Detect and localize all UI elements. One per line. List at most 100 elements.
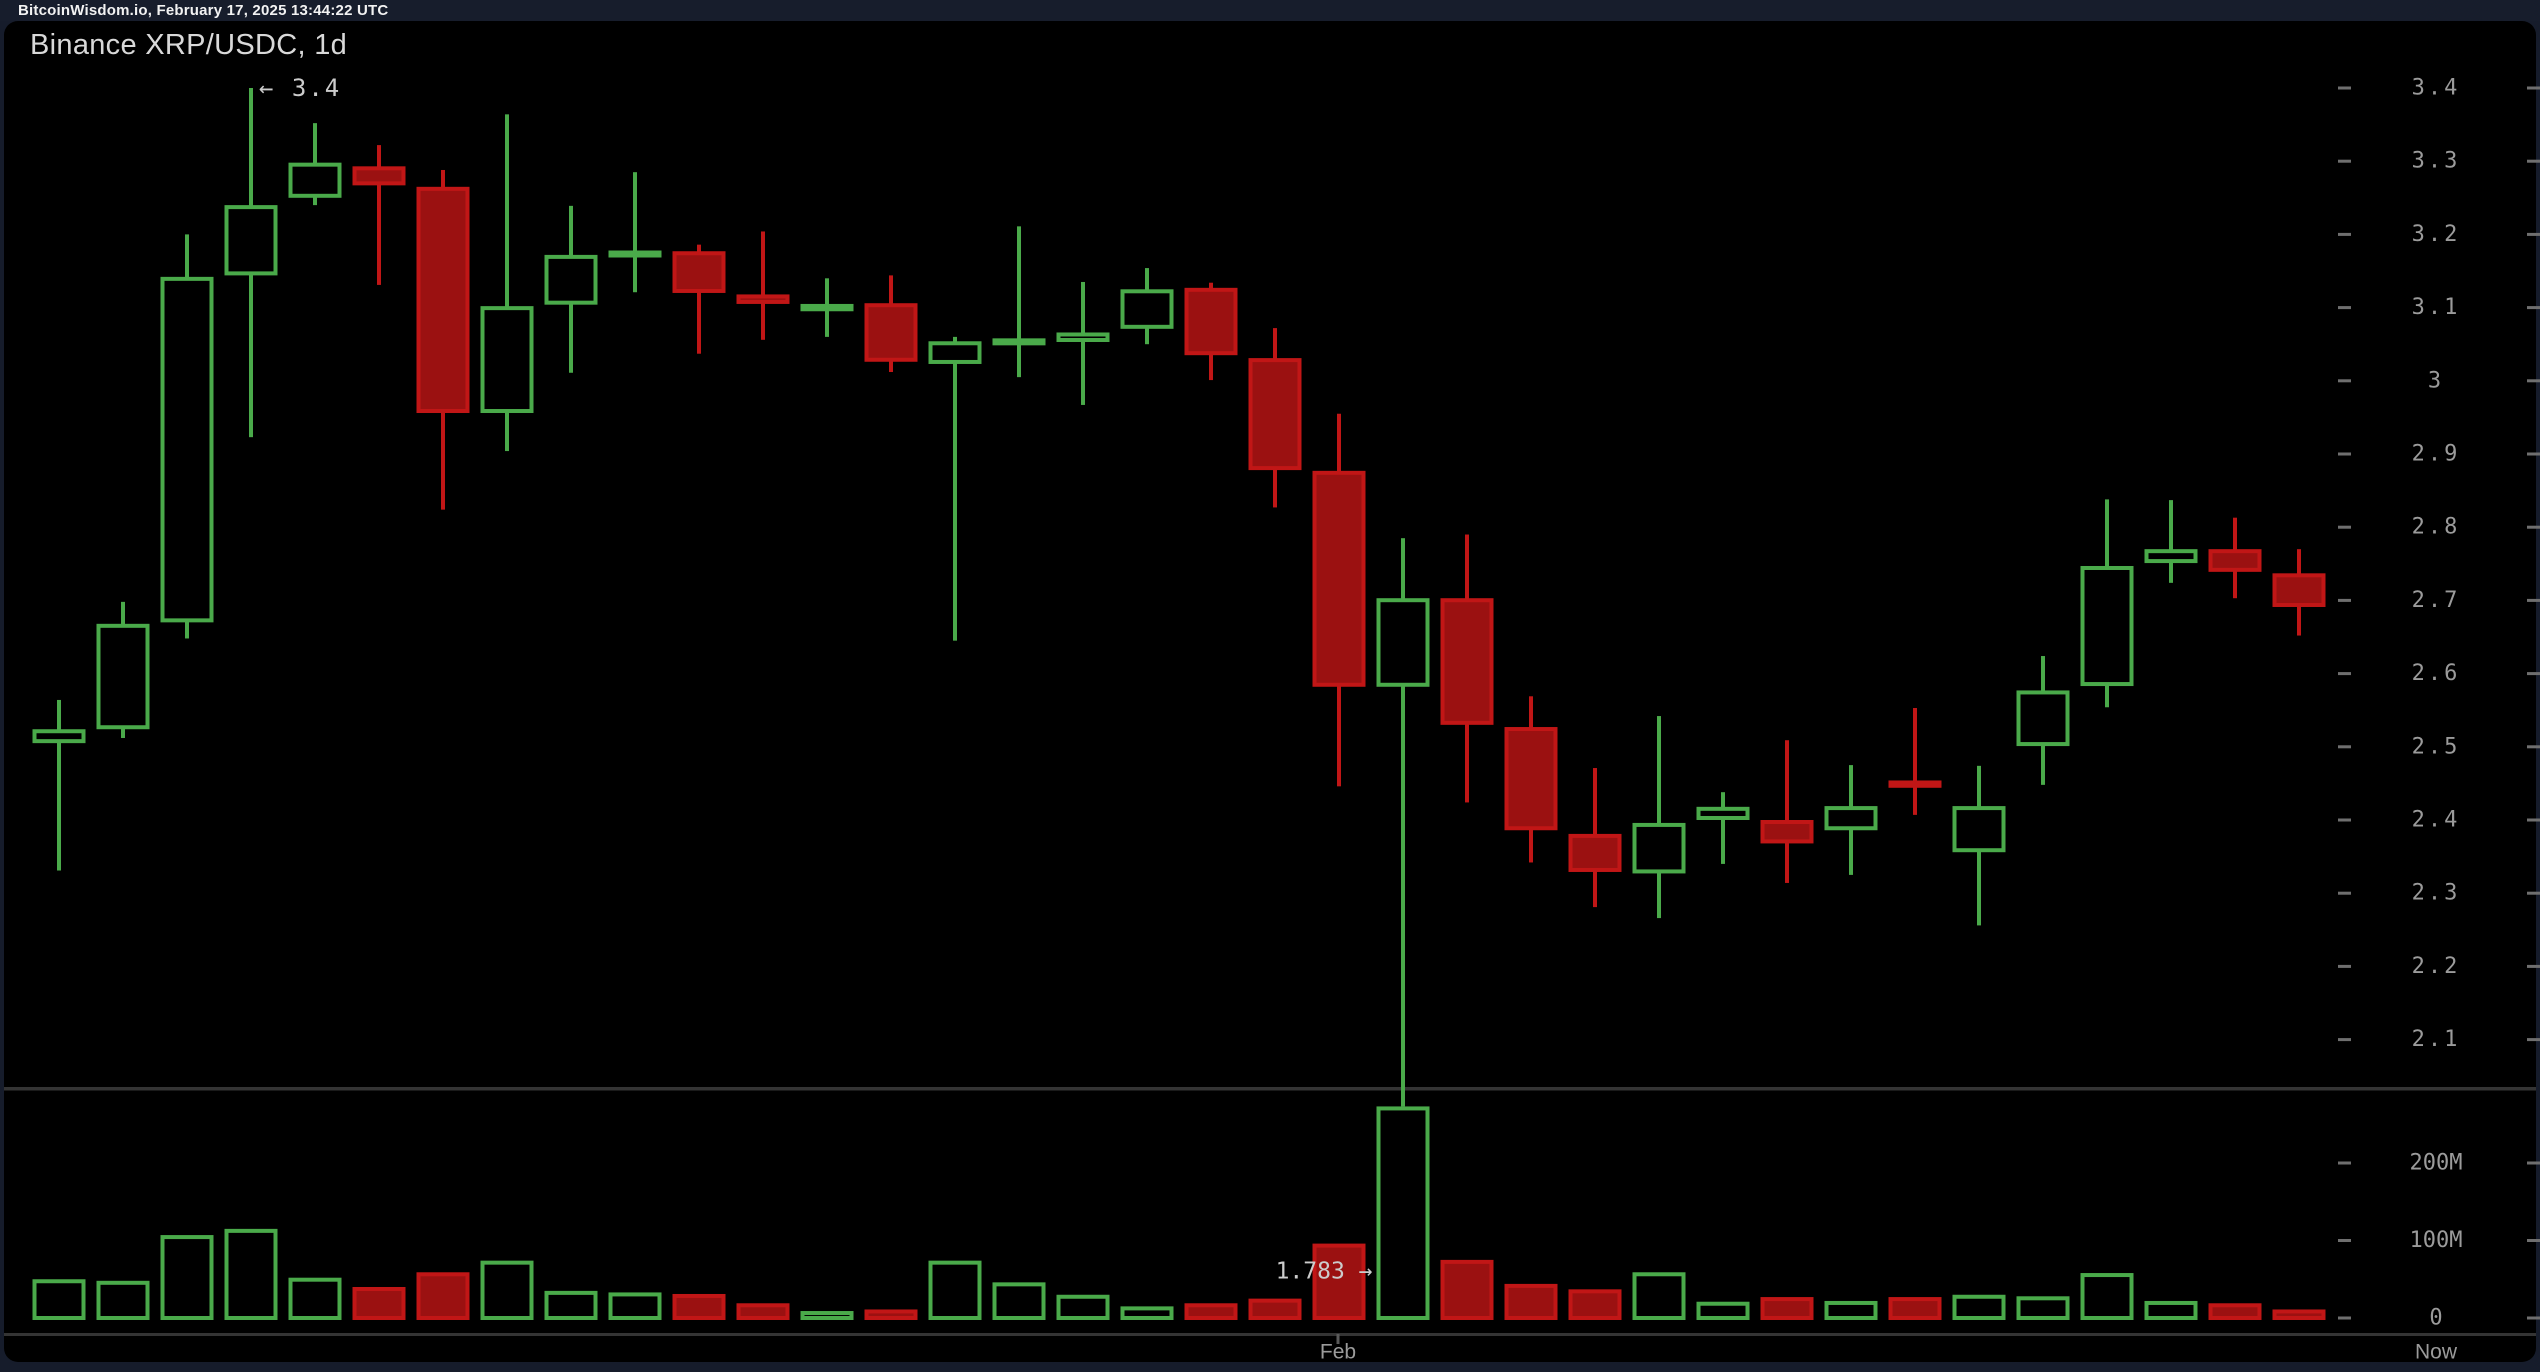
candle-body-up [608,250,662,258]
candle-body-up [480,306,534,414]
candle-body-up [1376,598,1430,687]
price-tick-left [2338,525,2351,529]
volume-tick-left [2338,1161,2351,1165]
volume-bar-up [1056,1294,1110,1320]
candle-wick-up [1081,281,1085,405]
candle-body-up [2016,690,2070,747]
high-annotation: ← 3.4 [259,74,341,102]
volume-axis-label: 0 [2429,1306,2442,1331]
candle-wick-up [1401,538,1405,1107]
volume-tick-right [2527,1316,2540,1320]
candle-body-up [32,729,86,744]
candle-body-down [1888,780,1942,788]
volume-bar-up [1632,1272,1686,1321]
pane-divider [4,1087,2536,1091]
price-axis-label: 3 [2428,368,2444,393]
candle-body-down [416,186,470,414]
price-axis-label: 3.2 [2412,222,2461,247]
candle-body-up [928,341,982,364]
candle-body-up [2080,565,2134,687]
candle-wick-up [1721,792,1725,864]
volume-bar-down [672,1293,726,1320]
price-tick-right [2527,232,2540,236]
price-tick-left [2338,379,2351,383]
candle-body-down [2272,573,2326,607]
volume-bar-up [224,1228,278,1320]
price-tick-left [2338,818,2351,822]
volume-tick-left [2338,1316,2351,1320]
volume-bar-up [1952,1294,2006,1320]
volume-bar-down [1568,1289,1622,1320]
volume-bar-up [32,1279,86,1320]
volume-bar-down [864,1309,918,1320]
volume-bar-down [736,1303,790,1321]
candle-body-down [2208,549,2262,572]
candle-body-up [224,205,278,276]
candle-body-up [1120,289,1174,329]
volume-bar-up [1376,1106,1430,1321]
volume-bar-up [992,1282,1046,1320]
volume-bar-up [480,1260,534,1321]
price-tick-left [2338,232,2351,236]
price-axis-label: 2.2 [2412,954,2461,979]
volume-bar-up [544,1290,598,1320]
candle-body-down [1568,833,1622,872]
price-axis-label: 2.3 [2412,881,2461,906]
candle-body-down [1312,470,1366,687]
candle-body-up [2144,549,2198,564]
candle-wick-down [1913,708,1917,815]
volume-bar-up [2144,1300,2198,1320]
candle-body-up [992,338,1046,346]
volume-bar-up [96,1280,150,1321]
volume-bar-down [2208,1303,2262,1321]
candle-body-up [96,623,150,730]
candle-body-down [352,166,406,186]
price-tick-left [2338,598,2351,602]
volume-bar-down [416,1272,470,1321]
price-tick-right [2527,891,2540,895]
candle-wick-down [761,231,765,340]
candle-wick-down [1785,740,1789,883]
price-tick-right [2527,379,2540,383]
volume-bar-down [2272,1309,2326,1320]
price-tick-left [2338,306,2351,310]
volume-bar-down [1184,1303,1238,1321]
low-annotation: 1.783 → [1276,1259,1373,1285]
price-axis-label: 2.4 [2412,808,2461,833]
volume-bar-down [1504,1283,1558,1321]
price-axis-label: 3.1 [2412,295,2461,320]
price-tick-right [2527,672,2540,676]
price-tick-left [2338,159,2351,163]
price-axis-label: 2.5 [2412,734,2461,759]
candle-wick-up [2169,500,2173,583]
candle-body-down [736,294,790,304]
price-tick-right [2527,306,2540,310]
now-label: Now [2415,1341,2458,1364]
price-axis-label: 3.4 [2412,76,2461,101]
volume-axis-label: 200M [2410,1151,2463,1176]
volume-bar-up [2016,1296,2070,1321]
volume-bar-up [800,1311,854,1321]
candle-body-up [1824,806,1878,831]
candle-body-up [1696,806,1750,820]
candle-body-up [1952,806,2006,853]
price-tick-left [2338,1038,2351,1042]
volume-bar-up [1824,1300,1878,1320]
price-axis-label: 2.9 [2412,442,2461,467]
volume-bar-down [352,1287,406,1320]
price-tick-left [2338,891,2351,895]
price-axis-label: 2.6 [2412,661,2461,686]
price-axis-label: 3.3 [2412,149,2461,174]
candle-wick-down [697,244,701,354]
candle-wick-down [377,145,381,285]
volume-tick-right [2527,1161,2540,1165]
candle-body-down [1504,727,1558,831]
price-axis-label: 2.8 [2412,515,2461,540]
price-tick-right [2527,598,2540,602]
candle-wick-up [1017,226,1021,378]
volume-tick-left [2338,1239,2351,1242]
candle-body-down [1440,598,1494,725]
volume-bar-up [2080,1273,2134,1321]
